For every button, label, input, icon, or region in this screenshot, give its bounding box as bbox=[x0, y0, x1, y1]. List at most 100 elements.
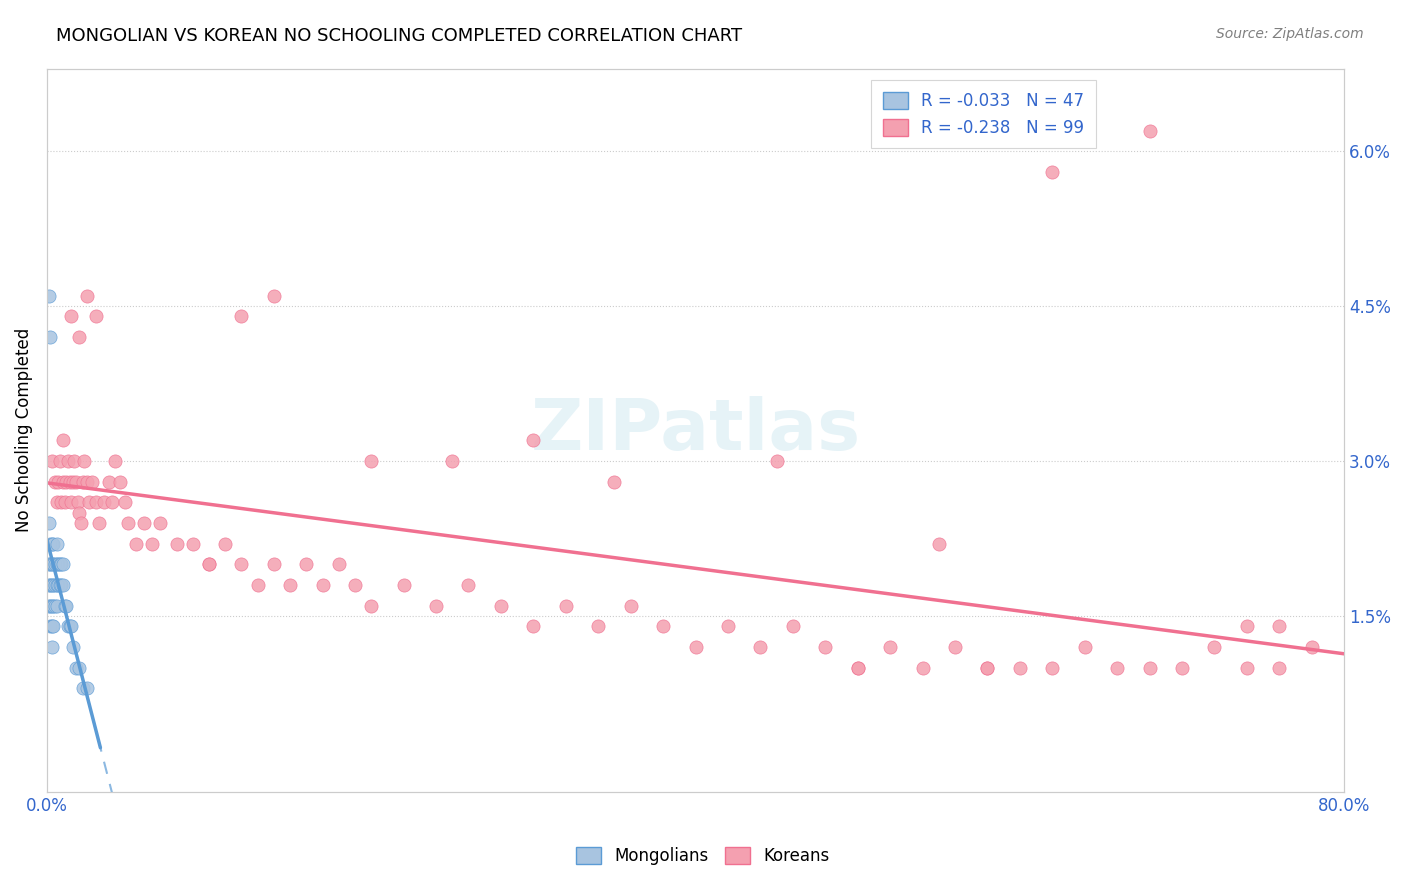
Point bbox=[1107, 661, 1129, 675]
Point bbox=[586, 619, 609, 633]
Text: MONGOLIAN VS KOREAN NO SCHOOLING COMPLETED CORRELATION CHART: MONGOLIAN VS KOREAN NO SCHOOLING COMPLET… bbox=[56, 27, 742, 45]
Point bbox=[928, 537, 950, 551]
Point bbox=[198, 558, 221, 572]
Point bbox=[1236, 661, 1258, 675]
Point bbox=[49, 454, 72, 468]
Point bbox=[42, 599, 65, 613]
Point bbox=[56, 619, 79, 633]
Point bbox=[39, 330, 62, 344]
Point bbox=[1171, 661, 1194, 675]
Point bbox=[84, 310, 107, 324]
Point bbox=[53, 599, 76, 613]
Point bbox=[55, 475, 77, 489]
Point bbox=[41, 537, 63, 551]
Point bbox=[53, 495, 76, 509]
Point bbox=[214, 537, 236, 551]
Point bbox=[943, 640, 966, 654]
Point bbox=[1236, 619, 1258, 633]
Point bbox=[76, 475, 98, 489]
Point bbox=[39, 578, 62, 592]
Point bbox=[652, 619, 675, 633]
Point bbox=[100, 495, 122, 509]
Point bbox=[1040, 165, 1063, 179]
Point bbox=[42, 619, 65, 633]
Point bbox=[38, 558, 60, 572]
Point bbox=[42, 578, 65, 592]
Text: Source: ZipAtlas.com: Source: ZipAtlas.com bbox=[1216, 27, 1364, 41]
Point bbox=[263, 289, 285, 303]
Y-axis label: No Schooling Completed: No Schooling Completed bbox=[15, 328, 32, 533]
Point bbox=[911, 661, 934, 675]
Point bbox=[846, 661, 869, 675]
Point bbox=[749, 640, 772, 654]
Point bbox=[65, 475, 87, 489]
Point bbox=[717, 619, 740, 633]
Point bbox=[457, 578, 479, 592]
Point bbox=[141, 537, 163, 551]
Point bbox=[73, 454, 96, 468]
Point bbox=[76, 289, 98, 303]
Point bbox=[1139, 661, 1161, 675]
Point bbox=[114, 495, 136, 509]
Point bbox=[44, 599, 66, 613]
Point bbox=[108, 475, 131, 489]
Point bbox=[87, 516, 110, 530]
Point bbox=[879, 640, 901, 654]
Point bbox=[44, 558, 66, 572]
Point bbox=[63, 454, 86, 468]
Legend: Mongolians, Koreans: Mongolians, Koreans bbox=[567, 837, 839, 875]
Point bbox=[134, 516, 156, 530]
Point bbox=[425, 599, 447, 613]
Point bbox=[41, 640, 63, 654]
Point bbox=[97, 475, 120, 489]
Point bbox=[125, 537, 148, 551]
Point bbox=[45, 599, 67, 613]
Point bbox=[66, 495, 89, 509]
Point bbox=[46, 578, 69, 592]
Point bbox=[67, 330, 90, 344]
Point bbox=[246, 578, 269, 592]
Point bbox=[198, 558, 221, 572]
Point bbox=[522, 434, 544, 448]
Point bbox=[93, 495, 115, 509]
Point bbox=[70, 516, 93, 530]
Point bbox=[77, 495, 100, 509]
Point bbox=[117, 516, 139, 530]
Point bbox=[263, 558, 285, 572]
Point bbox=[104, 454, 127, 468]
Point bbox=[84, 495, 107, 509]
Point bbox=[846, 661, 869, 675]
Point bbox=[765, 454, 787, 468]
Point bbox=[231, 310, 253, 324]
Point bbox=[62, 640, 84, 654]
Point bbox=[1040, 661, 1063, 675]
Point bbox=[42, 558, 65, 572]
Point bbox=[39, 619, 62, 633]
Point bbox=[814, 640, 837, 654]
Point bbox=[620, 599, 643, 613]
Point bbox=[41, 619, 63, 633]
Point bbox=[1204, 640, 1226, 654]
Point bbox=[328, 558, 350, 572]
Point bbox=[45, 495, 67, 509]
Point bbox=[360, 454, 382, 468]
Point bbox=[41, 599, 63, 613]
Point bbox=[52, 558, 75, 572]
Point bbox=[1073, 640, 1095, 654]
Point bbox=[44, 475, 66, 489]
Point bbox=[49, 558, 72, 572]
Point bbox=[72, 681, 94, 696]
Point bbox=[392, 578, 415, 592]
Point bbox=[360, 599, 382, 613]
Point bbox=[46, 475, 69, 489]
Point bbox=[231, 558, 253, 572]
Point bbox=[45, 537, 67, 551]
Point bbox=[60, 310, 83, 324]
Point bbox=[51, 558, 73, 572]
Point bbox=[44, 578, 66, 592]
Point bbox=[38, 599, 60, 613]
Point bbox=[295, 558, 318, 572]
Point bbox=[46, 558, 69, 572]
Point bbox=[1139, 123, 1161, 137]
Point bbox=[1268, 661, 1291, 675]
